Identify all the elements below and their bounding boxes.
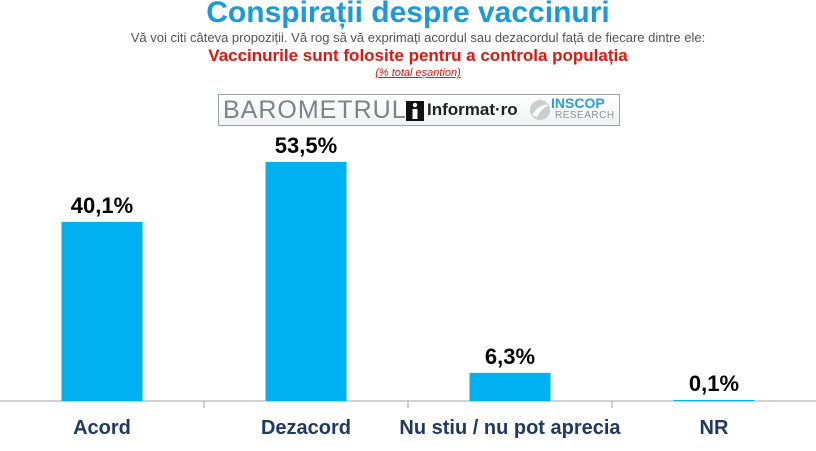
question-text: Vaccinurile sunt folosite pentru a contr… xyxy=(208,46,628,65)
sample-note: (% total eșantion) xyxy=(375,67,461,79)
chart-subtitle: Vă voi citi câteva propoziții. Vă rog să… xyxy=(130,30,706,45)
category-label: Nu stiu / nu pot aprecia xyxy=(399,417,621,439)
category-label: Dezacord xyxy=(261,417,351,439)
sponsor-logo-banner: BAROMETRUL Informat·ro INSCOP RESEARCH xyxy=(218,94,620,126)
category-label: Acord xyxy=(73,417,131,439)
bar xyxy=(265,162,347,401)
inscop-logo-text: INSCOP xyxy=(551,95,605,111)
bar xyxy=(61,221,143,401)
data-label: 0,1% xyxy=(689,371,739,396)
data-label: 40,1% xyxy=(71,193,133,218)
info-icon xyxy=(406,101,424,121)
bar xyxy=(673,400,755,401)
chart-title: Conspirații despre vaccinuri xyxy=(206,0,610,29)
bar xyxy=(469,372,551,401)
informat-logo-text: Informat·ro xyxy=(427,100,518,119)
inscop-logo-icon xyxy=(530,100,550,120)
data-label: 6,3% xyxy=(485,344,535,369)
barometrul-logo-text: BAROMETRUL xyxy=(223,96,407,124)
category-label: NR xyxy=(700,417,729,439)
data-label: 53,5% xyxy=(275,133,337,158)
research-logo-text: RESEARCH xyxy=(555,110,615,121)
